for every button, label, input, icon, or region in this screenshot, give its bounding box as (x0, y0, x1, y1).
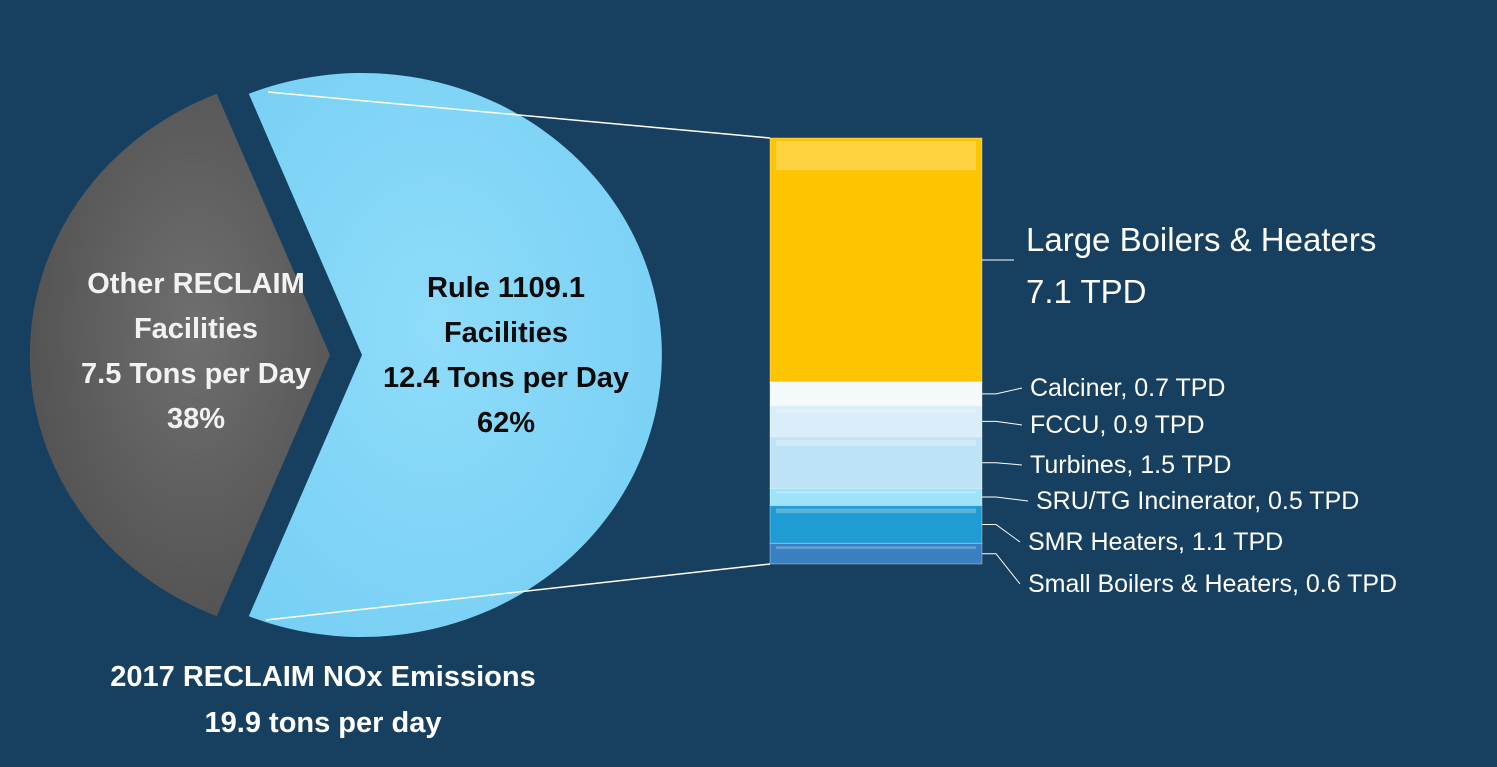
leader-line (982, 524, 1021, 543)
leader-line (982, 496, 1029, 502)
pie-label-rule-line: 12.4 Tons per Day (383, 362, 629, 394)
bar-segment-highlight (776, 384, 976, 388)
bar-label: Small Boilers & Heaters, 0.6 TPD (1028, 570, 1397, 598)
bar-label: SMR Heaters, 1.1 TPD (1028, 528, 1283, 556)
bar-segment-highlight (776, 409, 976, 413)
leader-line (982, 387, 1023, 395)
stacked-bar-chart (769, 137, 983, 565)
leader-line (982, 553, 1021, 585)
pie-label-other-line: Other RECLAIM (87, 268, 305, 300)
pie-label-rule-line: Rule 1109.1 (427, 272, 585, 304)
zoom-connectors (265, 91, 771, 621)
pie-label-other-line: Facilities (134, 313, 258, 345)
chart-footer: 2017 RECLAIM NOx Emissions 19.9 tons per… (110, 661, 535, 739)
bar-segment (769, 381, 983, 407)
pie-label-other: Other RECLAIM Facilities 7.5 Tons per Day 3… (81, 268, 311, 435)
pie-label-rule-line: Facilities (444, 317, 568, 349)
bar-label: Turbines, 1.5 TPD (1030, 451, 1231, 479)
chart-subtitle: 19.9 tons per day (205, 707, 442, 739)
pie-chart: Other RECLAIM Facilities 7.5 Tons per Day 3… (29, 72, 662, 637)
chart-title: 2017 RECLAIM NOx Emissions (110, 661, 535, 693)
bar-segment-highlight (776, 141, 976, 171)
bar-labels: Large Boilers & Heaters 7.1 TPD Calciner, … (982, 221, 1397, 598)
leader-line (982, 420, 1023, 426)
pie-label-rule: Rule 1109.1 Facilities 12.4 Tons per Day 62… (383, 272, 629, 439)
leader-line (982, 462, 1023, 466)
bar-label: Calciner, 0.7 TPD (1030, 374, 1225, 402)
bar-segment (769, 137, 983, 383)
bar-label-line: Large Boilers & Heaters (1026, 221, 1376, 258)
bar-label: SRU/TG Incinerator, 0.5 TPD (1036, 487, 1359, 515)
bar-segment-highlight (776, 491, 976, 494)
bar-segment-highlight (776, 439, 976, 447)
connector-top (267, 91, 771, 139)
pie-label-rule-line: 62% (477, 407, 535, 439)
pie-slice-rule (248, 72, 662, 637)
bar-label-value: 7.1 TPD (1026, 273, 1146, 310)
bar-segment (769, 487, 983, 507)
connector-bottom (265, 563, 771, 621)
bar-label-large-boilers: Large Boilers & Heaters 7.1 TPD (1026, 221, 1376, 310)
bar-segment-highlight (776, 546, 976, 549)
bar-segment (769, 436, 983, 489)
pie-label-other-line: 38% (167, 403, 225, 435)
pie-label-other-line: 7.5 Tons per Day (81, 358, 311, 390)
pie-slice-other (29, 93, 330, 617)
bar-segment-highlight (776, 508, 976, 514)
bar-label: FCCU, 0.9 TPD (1030, 411, 1205, 439)
